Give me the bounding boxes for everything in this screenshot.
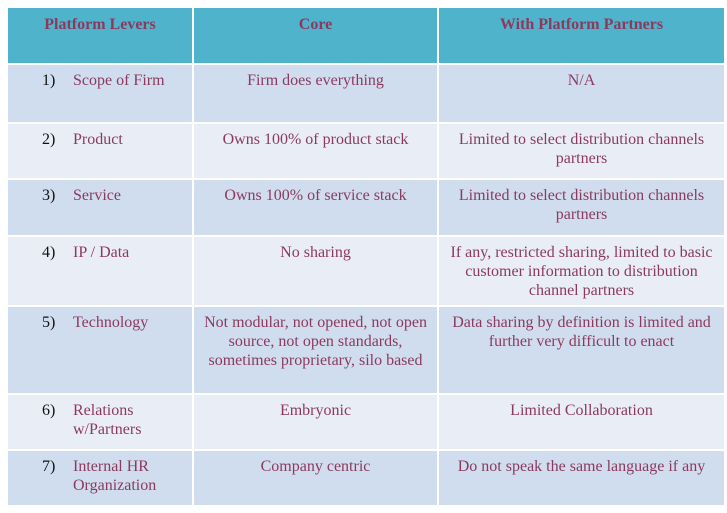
lever-label: Relations w/Partners: [73, 402, 142, 438]
lever-label: Technology: [73, 314, 149, 331]
lever-cell: 5) Technology: [6, 305, 194, 395]
table-row: 6) Relations w/Partners Embryonic Limited…: [6, 393, 726, 451]
row-number: 7): [42, 458, 56, 475]
core-cell: Owns 100% of product stack: [192, 122, 439, 180]
lever-cell: 3) Service: [6, 178, 194, 237]
row-number: 2): [42, 131, 56, 148]
core-cell: Owns 100% of service stack: [192, 178, 439, 237]
partners-cell: Data sharing by definition is limited an…: [437, 305, 726, 395]
lever-cell: 7) Internal HR Organization: [6, 449, 194, 507]
partners-cell: Do not speak the same language if any: [437, 449, 726, 507]
platform-levers-table: Platform Levers Core With Platform Partn…: [6, 6, 726, 507]
core-cell: Firm does everything: [192, 63, 439, 124]
lever-cell: 2) Product: [6, 122, 194, 180]
core-cell: Embryonic: [192, 393, 439, 451]
row-number: 6): [42, 402, 56, 419]
core-cell: Not modular, not opened, not open source…: [192, 305, 439, 395]
lever-cell: 4) IP / Data: [6, 235, 194, 307]
lever-label: IP / Data: [73, 244, 130, 261]
header-with-platform-partners: With Platform Partners: [437, 6, 726, 65]
lever-cell: 6) Relations w/Partners: [6, 393, 194, 451]
core-cell: No sharing: [192, 235, 439, 307]
core-cell: Company centric: [192, 449, 439, 507]
header-core: Core: [192, 6, 439, 65]
table-row: 1) Scope of Firm Firm does everything N/A: [6, 63, 726, 124]
partners-cell: Limited Collaboration: [437, 393, 726, 451]
lever-cell: 1) Scope of Firm: [6, 63, 194, 124]
header-row: Platform Levers Core With Platform Partn…: [6, 6, 726, 65]
lever-label: Scope of Firm: [73, 72, 165, 89]
lever-label: Product: [73, 131, 123, 148]
row-number: 1): [42, 72, 56, 89]
table-row: 5) Technology Not modular, not opened, no…: [6, 305, 726, 395]
table-row: 4) IP / Data No sharing If any, restricte…: [6, 235, 726, 307]
header-platform-levers: Platform Levers: [6, 6, 194, 65]
partners-cell: N/A: [437, 63, 726, 124]
partners-cell: Limited to select distribution channels …: [437, 178, 726, 237]
table-row: 3) Service Owns 100% of service stack Lim…: [6, 178, 726, 237]
partners-cell: Limited to select distribution channels …: [437, 122, 726, 180]
table-row: 2) Product Owns 100% of product stack Lim…: [6, 122, 726, 180]
row-number: 3): [42, 187, 56, 204]
row-number: 4): [42, 244, 56, 261]
row-number: 5): [42, 314, 56, 331]
table-row: 7) Internal HR Organization Company centr…: [6, 449, 726, 507]
lever-label: Service: [73, 187, 121, 204]
lever-label: Internal HR Organization: [73, 458, 157, 494]
partners-cell: If any, restricted sharing, limited to b…: [437, 235, 726, 307]
